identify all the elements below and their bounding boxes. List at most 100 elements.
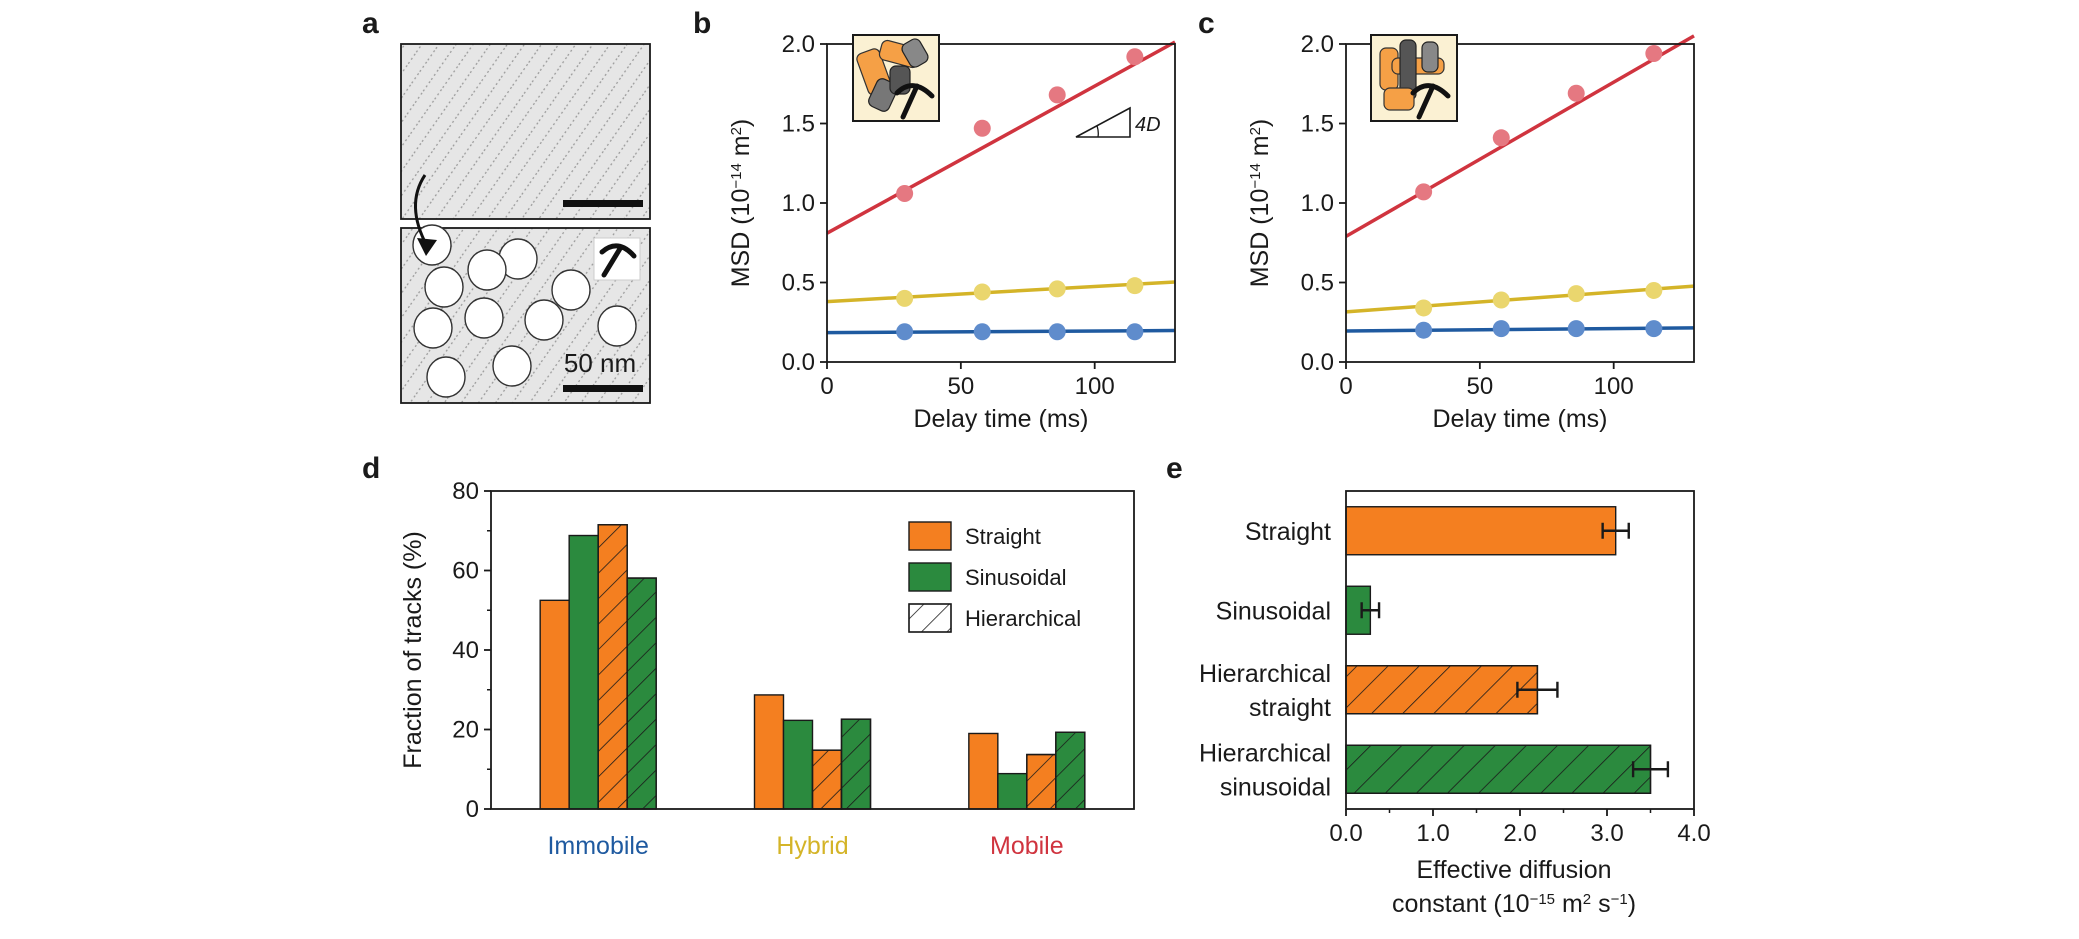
- y-tick-label: 1.5: [782, 111, 815, 138]
- arrow-head: [417, 238, 437, 256]
- legend-label: Hierarchical: [965, 606, 1081, 631]
- x-tick-label: 50: [947, 373, 974, 400]
- bar-hatch: [1345, 665, 1539, 715]
- legend-label: Straight: [965, 524, 1041, 549]
- fit-line-hybrid: [826, 280, 1176, 304]
- category-label: Hierarchical: [1199, 739, 1331, 767]
- y-tick-label: 2.0: [1301, 31, 1334, 58]
- pickaxe-icon: [1410, 83, 1451, 120]
- y-tick-label: 20: [452, 717, 479, 744]
- legend-swatch: [908, 521, 952, 551]
- y-tick-label: 80: [452, 478, 479, 505]
- y-tick-label: 40: [452, 637, 479, 664]
- y-tick-label: 0: [466, 796, 479, 823]
- panel-letter-d: d: [362, 452, 380, 485]
- x-tick-label: 0: [820, 373, 833, 400]
- data-point-mobile: [973, 119, 991, 137]
- data-point-hybrid: [1567, 285, 1585, 303]
- panel-letter-c: c: [1198, 7, 1215, 40]
- y-tick-label: 2.0: [782, 31, 815, 58]
- x-tick-label: 1.0: [1416, 820, 1449, 847]
- data-point-mobile: [896, 184, 914, 202]
- panel-letter-e: e: [1166, 452, 1183, 485]
- panel-e: e Straight Sinusoidal Hierarchical straight…: [1166, 452, 1711, 918]
- x-tick-label: 3.0: [1590, 820, 1623, 847]
- x-axis-label-line2: constant (10−15 m2 s−1): [1392, 890, 1636, 918]
- y-tick-label: 60: [452, 558, 479, 585]
- mesopore: [426, 356, 466, 398]
- bar-mobile: [968, 732, 999, 810]
- msd-plot-sinusoidal: 0.0 0.5 1.0 1.5 2.0 0 50 100 Delay time (ms) MSD …: [727, 31, 1176, 433]
- bar-hatch: [626, 577, 657, 810]
- fit-line-hybrid: [1345, 284, 1695, 314]
- data-point-hybrid: [1048, 280, 1066, 298]
- scale-bar-bottom: [563, 385, 643, 392]
- panel-d: d Immobile Hybrid Mobile 0 20 40 60 80 Fraction …: [362, 452, 1135, 860]
- panel-letter-a: a: [362, 7, 379, 40]
- slope-triangle: [1075, 106, 1131, 138]
- bar-mobile: [997, 772, 1028, 810]
- sinusoidal-channels-icon: [852, 34, 940, 122]
- x-axis-label: Delay time (ms): [1432, 405, 1607, 433]
- bar-hatch: [1026, 753, 1057, 810]
- fit-line-immobile: [1345, 326, 1695, 333]
- data-point-mobile: [1645, 45, 1663, 63]
- bar-hatch: [1345, 744, 1652, 794]
- data-point-mobile: [1126, 48, 1144, 66]
- bar: [1345, 506, 1617, 556]
- mesopore: [597, 305, 637, 347]
- x-tick-label: 2.0: [1503, 820, 1536, 847]
- y-tick-label: 1.0: [1301, 190, 1334, 217]
- pickaxe-icon: [894, 83, 935, 120]
- category-label: sinusoidal: [1220, 773, 1331, 801]
- data-point-hybrid: [896, 289, 914, 307]
- category-label: Straight: [1245, 518, 1331, 546]
- bar-hatch: [811, 749, 843, 810]
- data-point-immobile: [896, 323, 914, 341]
- category-label: Mobile: [990, 832, 1064, 860]
- fraction-bar-chart: Immobile Hybrid Mobile 0 20 40 60 80 Fraction of…: [399, 478, 1135, 860]
- legend-swatch: [908, 562, 952, 592]
- fit-line-mobile: [826, 40, 1176, 235]
- data-point-immobile: [1415, 321, 1433, 339]
- data-point-hybrid: [1645, 281, 1663, 299]
- y-axis-label: MSD (10−14 m2): [727, 119, 755, 288]
- data-point-hybrid: [1415, 299, 1433, 317]
- data-point-immobile: [1126, 323, 1144, 341]
- data-point-immobile: [973, 323, 991, 341]
- legend-swatch-hatch: [908, 603, 952, 633]
- scale-bar-top: [563, 200, 643, 207]
- panel-a: a 50 nm: [362, 7, 651, 404]
- legend-label: Sinusoidal: [965, 565, 1067, 590]
- y-tick-label: 0.0: [782, 349, 815, 376]
- mesopore: [424, 266, 464, 308]
- y-tick-label: 0.0: [1301, 349, 1334, 376]
- y-tick-label: 0.5: [782, 270, 815, 297]
- mesopore: [464, 297, 504, 339]
- straight-channel-micrograph: [400, 43, 651, 220]
- x-tick-label: 0: [1339, 373, 1352, 400]
- mesopore: [551, 269, 591, 311]
- category-label: Hierarchical: [1199, 660, 1331, 688]
- x-tick-label: 100: [1075, 373, 1115, 400]
- data-point-immobile: [1567, 320, 1585, 338]
- category-label: Immobile: [547, 832, 648, 860]
- x-tick-label: 50: [1466, 373, 1493, 400]
- category-label: Sinusoidal: [1216, 597, 1331, 625]
- bar-immobile: [539, 599, 570, 810]
- x-axis-label-line1: Effective diffusion: [1416, 856, 1611, 884]
- data-point-mobile: [1567, 84, 1585, 102]
- data-point-hybrid: [1492, 291, 1510, 309]
- bar-hatch: [1055, 731, 1086, 810]
- data-point-mobile: [1048, 86, 1066, 104]
- x-tick-label: 4.0: [1677, 820, 1710, 847]
- mesopore: [413, 307, 453, 349]
- data-point-immobile: [1048, 323, 1066, 341]
- y-axis-label: MSD (10−14 m2): [1246, 119, 1274, 288]
- bar-immobile: [568, 534, 599, 810]
- mesopore: [492, 345, 532, 387]
- y-axis-label: Fraction of tracks (%): [399, 531, 427, 769]
- x-tick-label: 0.0: [1329, 820, 1362, 847]
- data-point-immobile: [1492, 320, 1510, 338]
